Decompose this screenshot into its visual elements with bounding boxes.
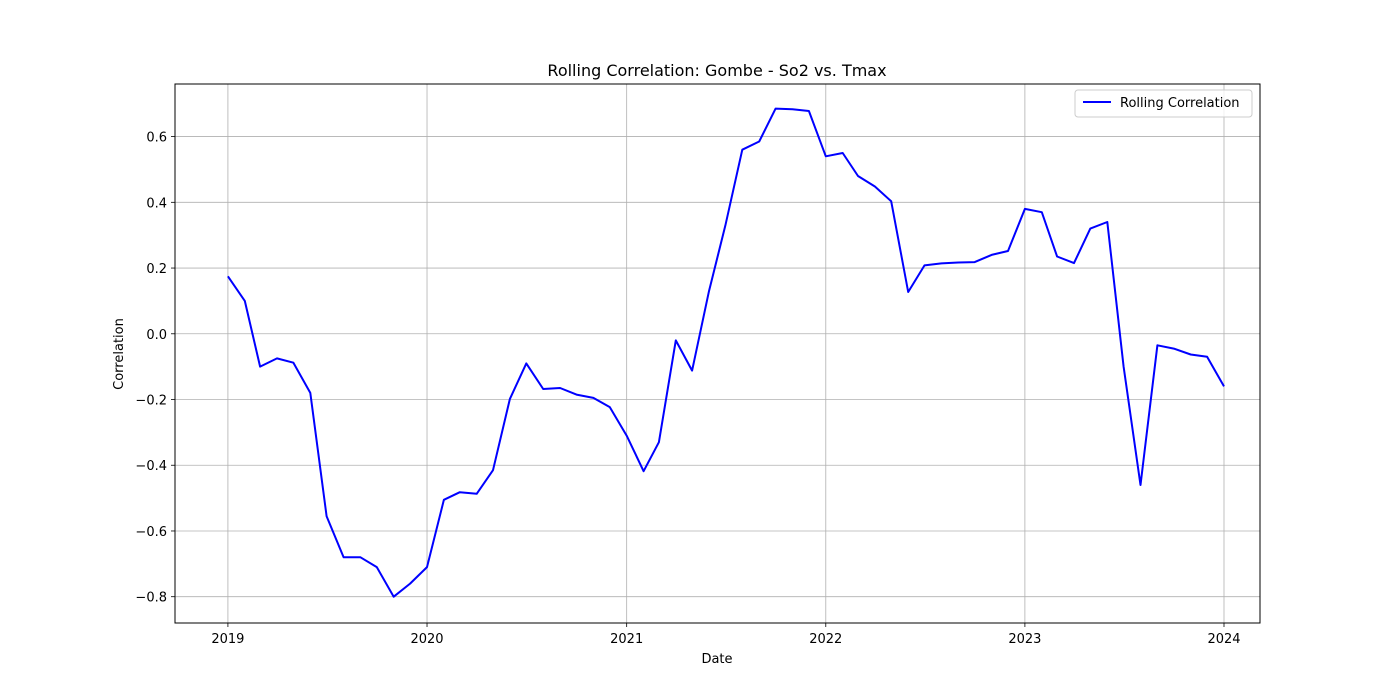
data-point bbox=[1206, 356, 1208, 358]
data-point bbox=[559, 387, 561, 389]
data-point bbox=[1140, 484, 1142, 486]
data-point bbox=[292, 362, 294, 364]
data-point bbox=[924, 264, 926, 266]
data-point bbox=[609, 406, 611, 408]
data-point bbox=[1089, 228, 1091, 230]
x-tick-label: 2021 bbox=[610, 632, 643, 647]
data-point bbox=[907, 291, 909, 293]
data-point bbox=[741, 149, 743, 151]
data-point bbox=[476, 493, 478, 495]
data-point bbox=[857, 175, 859, 177]
data-point bbox=[426, 566, 428, 568]
x-tick-label: 2020 bbox=[410, 632, 443, 647]
data-point bbox=[991, 254, 993, 256]
data-point bbox=[775, 108, 777, 110]
y-tick-label: −0.6 bbox=[135, 525, 167, 540]
data-point bbox=[492, 469, 494, 471]
data-point bbox=[643, 470, 645, 472]
grid bbox=[175, 84, 1260, 623]
y-tick-label: −0.4 bbox=[135, 459, 167, 474]
data-point bbox=[890, 200, 892, 202]
legend-box bbox=[1074, 89, 1253, 118]
x-tick-label: 2022 bbox=[809, 632, 842, 647]
x-tick-label: 2024 bbox=[1207, 632, 1240, 647]
data-point bbox=[360, 556, 362, 558]
data-point bbox=[808, 110, 810, 112]
data-point bbox=[1007, 250, 1009, 252]
series-line-rolling-correlation bbox=[227, 107, 1225, 598]
legend: Rolling Correlation bbox=[1074, 89, 1253, 118]
data-point bbox=[459, 491, 461, 493]
data-point bbox=[1190, 354, 1192, 356]
data-point bbox=[874, 186, 876, 188]
y-axis-label: Correlation bbox=[112, 318, 127, 390]
data-point bbox=[1073, 262, 1075, 264]
data-point bbox=[1123, 366, 1125, 368]
data-point bbox=[708, 290, 710, 292]
plot-area-frame bbox=[174, 83, 1261, 624]
data-point bbox=[1223, 385, 1225, 387]
data-point bbox=[1056, 256, 1058, 258]
y-tick-label: 0.4 bbox=[146, 196, 167, 211]
data-point bbox=[326, 515, 328, 517]
data-point bbox=[1106, 221, 1108, 223]
x-tick-label: 2023 bbox=[1008, 632, 1041, 647]
data-point bbox=[309, 392, 311, 394]
x-axis-label: Date bbox=[701, 652, 732, 667]
y-tick-label: −0.8 bbox=[135, 591, 167, 606]
y-tick-label: 0.2 bbox=[146, 262, 167, 277]
data-point bbox=[259, 366, 261, 368]
y-axis: −0.8 −0.6 −0.4 −0.2 0.0 0.2 0.4 0.6 bbox=[135, 131, 175, 606]
data-point bbox=[940, 262, 942, 264]
data-point bbox=[227, 275, 229, 277]
data-point bbox=[409, 583, 411, 585]
data-point bbox=[974, 261, 976, 263]
data-point bbox=[626, 435, 628, 437]
data-point bbox=[525, 362, 527, 364]
y-tick-label: 0.0 bbox=[146, 328, 167, 343]
data-point bbox=[1024, 208, 1026, 210]
series-layer bbox=[227, 107, 1225, 598]
data-point bbox=[724, 224, 726, 226]
y-tick-label: 0.6 bbox=[146, 131, 167, 146]
data-point bbox=[276, 357, 278, 359]
data-point bbox=[443, 499, 445, 501]
chart-title: Rolling Correlation: Gombe - So2 vs. Tma… bbox=[547, 61, 886, 80]
x-axis: 2019 2020 2021 2022 2023 2024 bbox=[211, 623, 1241, 647]
data-point bbox=[792, 108, 794, 110]
x-tick-label: 2019 bbox=[211, 632, 244, 647]
data-point bbox=[592, 397, 594, 399]
data-point bbox=[376, 566, 378, 568]
data-point bbox=[509, 398, 511, 400]
data-point bbox=[393, 596, 395, 598]
data-point bbox=[658, 441, 660, 443]
data-point bbox=[1041, 211, 1043, 213]
data-point bbox=[343, 556, 345, 558]
data-point bbox=[576, 394, 578, 396]
data-point bbox=[1173, 348, 1175, 350]
legend-label: Rolling Correlation bbox=[1120, 96, 1240, 111]
data-point bbox=[675, 339, 677, 341]
data-point bbox=[957, 262, 959, 264]
data-point bbox=[542, 388, 544, 390]
data-point bbox=[825, 155, 827, 157]
data-point bbox=[244, 300, 246, 302]
y-tick-label: −0.2 bbox=[135, 394, 167, 409]
data-point bbox=[842, 152, 844, 154]
data-point bbox=[758, 141, 760, 143]
data-point bbox=[1156, 344, 1158, 346]
data-point bbox=[691, 370, 693, 372]
